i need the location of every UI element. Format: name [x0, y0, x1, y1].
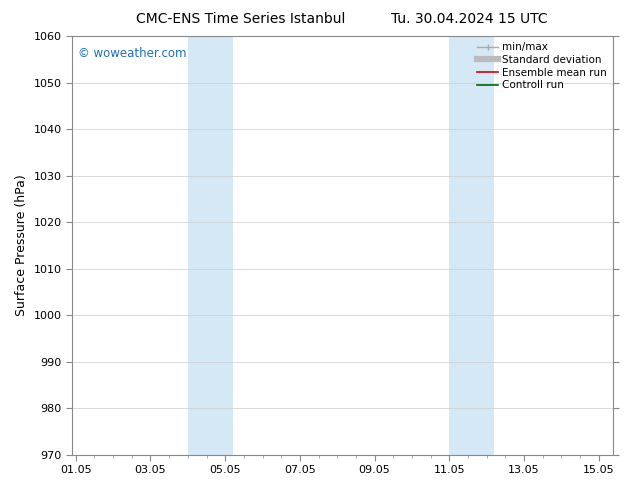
Text: © woweather.com: © woweather.com — [77, 47, 186, 60]
Bar — [188, 36, 233, 455]
Text: Tu. 30.04.2024 15 UTC: Tu. 30.04.2024 15 UTC — [391, 12, 548, 26]
Text: CMC-ENS Time Series Istanbul: CMC-ENS Time Series Istanbul — [136, 12, 346, 26]
Bar — [449, 36, 494, 455]
Legend: min/max, Standard deviation, Ensemble mean run, Controll run: min/max, Standard deviation, Ensemble me… — [473, 38, 611, 95]
Y-axis label: Surface Pressure (hPa): Surface Pressure (hPa) — [15, 174, 28, 316]
